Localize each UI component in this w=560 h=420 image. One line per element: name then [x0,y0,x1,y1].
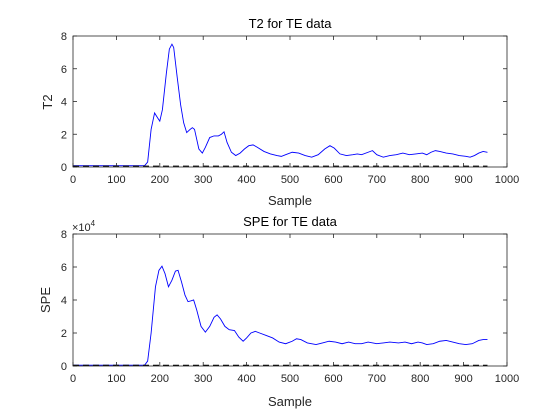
spe-xtick-label: 700 [368,373,386,385]
spe-series-line [73,265,488,366]
t2-ytick-label: 4 [61,97,67,109]
spe-xtick-label: 500 [281,373,299,385]
spe-panel: SPE for TE data ×104 0 100 200 300 400 500 600… [38,214,519,409]
spe-axes-box [72,233,508,367]
t2-panel: T2 for TE data 0 100 200 300 400 500 600 700 800… [40,16,519,208]
spe-xtick-label: 100 [107,373,125,385]
t2-ylabel: T2 [40,94,55,109]
spe-ytick-label: 8 [61,229,67,241]
t2-xtick-label: 600 [324,174,342,186]
spe-ylabel: SPE [38,287,53,313]
t2-xtick-label: 800 [411,174,429,186]
spe-xtick-label: 200 [151,373,169,385]
t2-xtick-label: 0 [70,174,76,186]
t2-ytick-label: 2 [61,129,67,141]
t2-xtick-label: 200 [151,174,169,186]
spe-xtick-label: 300 [194,373,212,385]
spe-xtick-label: 0 [70,373,76,385]
spe-ytick-label: 0 [61,361,67,373]
t2-ytick-label: 6 [61,64,67,76]
spe-xtick-label: 600 [324,373,342,385]
t2-xtick-label: 900 [454,174,472,186]
spe-ytick-label: 6 [61,262,67,274]
spe-xtick-label: 800 [411,373,429,385]
spe-ytick-label: 2 [61,328,67,340]
spe-title: SPE for TE data [243,214,337,229]
spe-xtick-label: 400 [237,373,255,385]
t2-title: T2 for TE data [249,16,333,31]
spe-plot-area: 0 100 200 300 400 500 600 700 800 900 1000 0 2 4 6 8 [61,229,519,385]
t2-axes-box [72,35,508,168]
t2-xtick-label: 400 [237,174,255,186]
spe-exponent-base: ×10 [72,222,91,234]
spe-exponent-power: 4 [91,219,96,228]
t2-xtick-label: 300 [194,174,212,186]
spe-xtick-label: 900 [454,373,472,385]
spe-xtick-label: 1000 [495,373,519,385]
t2-ytick-label: 0 [61,162,67,174]
t2-xtick-label: 700 [368,174,386,186]
t2-xtick-label: 500 [281,174,299,186]
t2-ytick-label: 8 [61,31,67,43]
t2-xtick-label: 1000 [495,174,519,186]
t2-xtick-label: 100 [107,174,125,186]
t2-series-line [73,43,488,167]
t2-plot-area: 0 100 200 300 400 500 600 700 800 900 1000 0 2 4 6 8 [61,31,519,186]
t2-xlabel: Sample [268,193,312,208]
spe-xlabel: Sample [268,394,312,409]
spe-exponent: ×104 [72,219,96,234]
spe-ytick-label: 4 [61,295,67,307]
